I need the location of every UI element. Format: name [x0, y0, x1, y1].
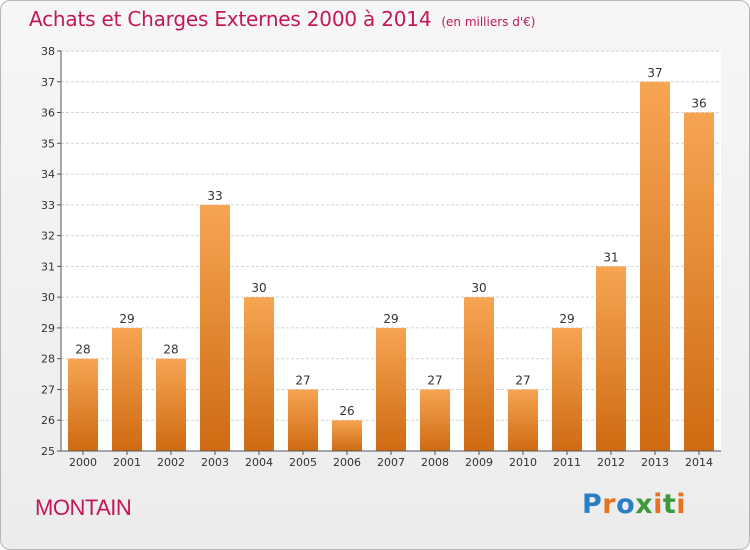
data-label: 27: [295, 373, 310, 387]
location-name: MONTAIN: [35, 495, 132, 520]
x-tick-label: 2000: [69, 456, 97, 469]
y-tick-label: 28: [41, 353, 55, 366]
data-label: 26: [339, 404, 354, 418]
x-tick-label: 2006: [333, 456, 361, 469]
bar: [508, 389, 538, 451]
logo-letter: i: [653, 489, 663, 520]
data-label: 29: [119, 312, 134, 326]
bar-layer: [68, 81, 714, 452]
logo-letter: P: [582, 489, 603, 520]
x-tick-label: 2004: [245, 456, 273, 469]
x-tick-label: 2009: [465, 456, 493, 469]
x-tick-label: 2007: [377, 456, 405, 469]
bar: [640, 81, 670, 452]
bar: [596, 266, 626, 451]
bar: [684, 112, 714, 452]
data-label: 37: [647, 66, 662, 80]
logo-letter: x: [635, 489, 654, 520]
bar: [376, 327, 406, 451]
bar: [112, 327, 142, 451]
bar: [200, 204, 230, 451]
y-tick-label: 26: [41, 414, 55, 427]
bar: [332, 420, 362, 451]
data-label: 27: [515, 373, 530, 387]
y-tick-label: 32: [41, 230, 55, 243]
data-label: 27: [427, 373, 442, 387]
y-tick-label: 29: [41, 322, 55, 335]
logo-letter: r: [602, 489, 617, 520]
data-label: 29: [383, 312, 398, 326]
x-tick-label: 2012: [597, 456, 625, 469]
y-tick-label: 37: [41, 76, 55, 89]
logo-letter: o: [616, 489, 636, 520]
y-tick-label: 30: [41, 291, 55, 304]
proxiti-logo[interactable]: Proxiti: [582, 489, 686, 520]
x-tick-label: 2002: [157, 456, 185, 469]
bar: [68, 358, 98, 451]
data-label: 30: [251, 281, 266, 295]
y-tick-label: 25: [41, 445, 55, 458]
chart-title: Achats et Charges Externes 2000 à 2014 (e…: [29, 7, 535, 31]
y-tick-label: 31: [41, 260, 55, 273]
data-label: 28: [75, 343, 90, 357]
bar: [244, 297, 274, 451]
x-tick-label: 2011: [553, 456, 581, 469]
y-tick-label: 35: [41, 137, 55, 150]
x-tick-label: 2014: [685, 456, 713, 469]
y-tick-label: 38: [41, 45, 55, 58]
data-label-layer: 28 29 28 33 30 27 26 29 27 30 27 29 31 37 36: [75, 66, 706, 418]
logo-letter: i: [676, 489, 687, 520]
y-tick-label: 36: [41, 107, 55, 120]
data-label: 31: [603, 250, 618, 264]
x-tick-label: 2008: [421, 456, 449, 469]
bar: [156, 358, 186, 451]
y-tick-label: 34: [41, 168, 55, 181]
x-tick-label: 2013: [641, 456, 669, 469]
x-tick-label: 2005: [289, 456, 317, 469]
chart-title-main: Achats et Charges Externes 2000 à 2014: [29, 7, 432, 31]
x-axis-ticks: 2000 2001 2002 2003 2004 2005 2006 2007 2008 2009…: [69, 451, 713, 469]
bar: [464, 297, 494, 451]
y-axis-ticks: 25 26 27 28 29 30 31 32 33 34 35 36 37 38: [41, 45, 61, 458]
data-label: 33: [207, 189, 222, 203]
y-tick-label: 27: [41, 383, 55, 396]
chart-unit-label: (en milliers d'€): [441, 15, 536, 29]
bar: [420, 389, 450, 451]
x-tick-label: 2010: [509, 456, 537, 469]
data-label: 30: [471, 281, 486, 295]
bar: [288, 389, 318, 451]
logo-letter: t: [662, 489, 677, 520]
x-tick-label: 2003: [201, 456, 229, 469]
data-label: 29: [559, 312, 574, 326]
x-tick-label: 2001: [113, 456, 141, 469]
data-label: 28: [163, 343, 178, 357]
data-label: 36: [691, 97, 706, 111]
y-tick-label: 33: [41, 199, 55, 212]
bar: [552, 327, 582, 451]
